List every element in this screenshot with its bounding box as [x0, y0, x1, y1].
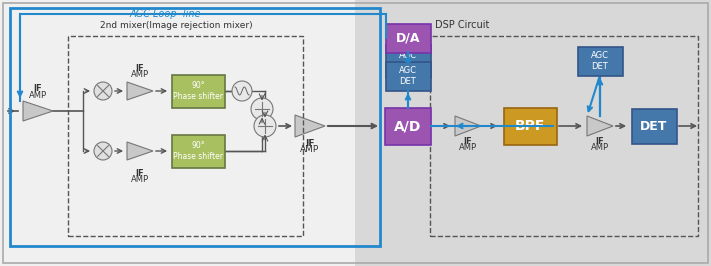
Text: AGC
DET: AGC DET — [399, 51, 417, 71]
Text: AMP: AMP — [131, 175, 149, 184]
Text: AMP: AMP — [459, 143, 477, 152]
FancyBboxPatch shape — [385, 44, 430, 77]
Circle shape — [94, 82, 112, 100]
Polygon shape — [127, 82, 153, 100]
Text: AGC Loop  line: AGC Loop line — [130, 9, 201, 19]
Text: DSP Circuit: DSP Circuit — [435, 20, 489, 30]
Circle shape — [232, 81, 252, 101]
FancyBboxPatch shape — [385, 23, 430, 52]
Text: IF: IF — [136, 169, 144, 178]
Text: IF: IF — [464, 137, 472, 146]
FancyBboxPatch shape — [171, 135, 225, 168]
Text: AGC
DET: AGC DET — [399, 66, 417, 86]
Bar — [355, 0, 711, 266]
Text: AMP: AMP — [300, 145, 320, 154]
Text: BPF: BPF — [515, 119, 545, 133]
Text: 2nd mixer(Image rejection mixer): 2nd mixer(Image rejection mixer) — [100, 21, 252, 30]
Text: IF: IF — [33, 84, 43, 93]
Text: 90°
Phase shifter: 90° Phase shifter — [173, 81, 223, 101]
Polygon shape — [127, 142, 153, 160]
FancyBboxPatch shape — [171, 74, 225, 107]
Text: A/D: A/D — [395, 119, 422, 133]
Circle shape — [251, 98, 273, 120]
Polygon shape — [23, 101, 53, 121]
Polygon shape — [455, 116, 481, 136]
Circle shape — [94, 142, 112, 160]
FancyBboxPatch shape — [385, 107, 431, 144]
Text: IF: IF — [136, 64, 144, 73]
Text: AGC
DET: AGC DET — [591, 51, 609, 71]
Text: IF: IF — [596, 137, 604, 146]
Text: AMP: AMP — [591, 143, 609, 152]
FancyBboxPatch shape — [631, 109, 676, 143]
Text: DET: DET — [641, 119, 668, 132]
FancyBboxPatch shape — [385, 61, 430, 90]
FancyBboxPatch shape — [503, 107, 557, 144]
Circle shape — [254, 115, 276, 137]
Text: 90°
Phase shifter: 90° Phase shifter — [173, 141, 223, 161]
Text: D/A: D/A — [396, 31, 420, 44]
Text: IF: IF — [305, 139, 315, 148]
Polygon shape — [295, 115, 325, 137]
Text: AMP: AMP — [131, 70, 149, 79]
Text: AMP: AMP — [29, 91, 47, 100]
FancyBboxPatch shape — [577, 47, 623, 76]
Polygon shape — [587, 116, 613, 136]
